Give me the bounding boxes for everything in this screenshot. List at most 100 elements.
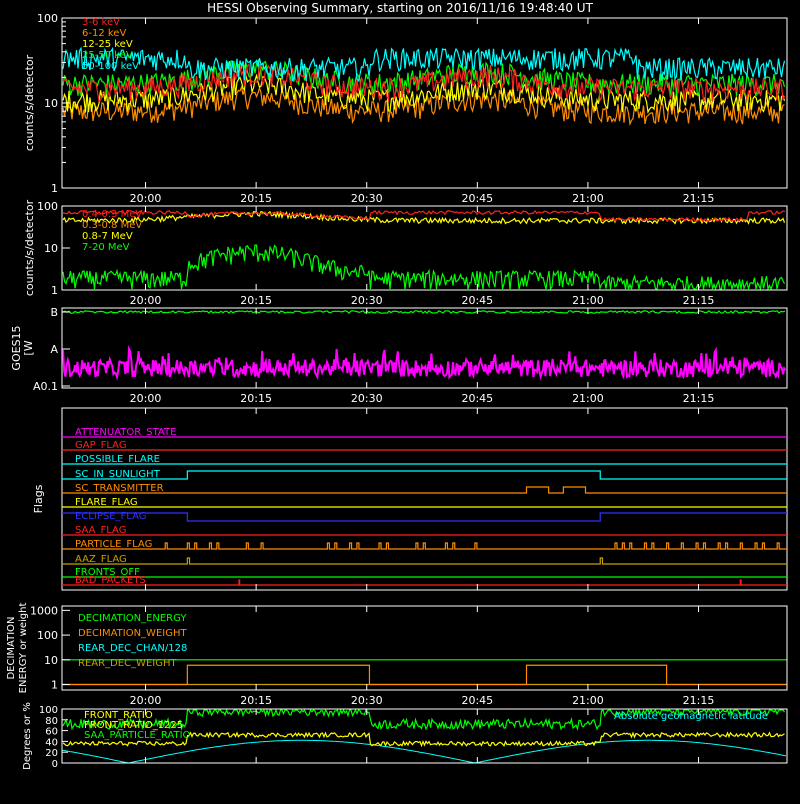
panel6-annotation: Absolute geomagnetic latitude <box>614 711 768 722</box>
figure-title: HESSI Observing Summary, starting on 201… <box>207 1 593 15</box>
panel4-flag-label-7: SAA_FLAG <box>75 525 126 536</box>
panel5-ylabel-2: ENERGY or weight <box>18 603 29 694</box>
panel4-flag-line-6 <box>62 512 787 522</box>
panel3-series-short <box>62 345 787 381</box>
panel2-legend-3: 7-20 MeV <box>82 242 130 253</box>
panel5-ytick-label: 1000 <box>30 604 58 617</box>
panel4-flag-label-4: SC_TRANSMITTER <box>75 483 164 494</box>
panel5-ytick-label: 100 <box>37 629 58 642</box>
panel5-xtick-label: 21:00 <box>572 694 604 707</box>
panel1-xtick-label: 20:00 <box>130 192 162 205</box>
panel2-series-green <box>62 244 786 292</box>
panel3-frame <box>61 307 788 389</box>
panel6-series-front-ratio <box>62 731 785 748</box>
panel5-legend-3: REAR_DEC_WEIGHT <box>78 658 177 669</box>
panel6-legend-2: SAA_PARTICLE_RATIO <box>84 730 191 741</box>
panel2-series-red <box>62 209 786 223</box>
panel4-flag-line-3 <box>62 470 787 480</box>
panel2-ytick-label: 100 <box>37 200 58 213</box>
panel1-ylabel: counts/s/detector <box>23 54 36 151</box>
panel2-xtick-label: 21:00 <box>572 294 604 307</box>
panel2-xtick-label: 20:45 <box>461 294 493 307</box>
panel5-ytick-label: 10 <box>44 654 58 667</box>
panel3-ylabel-units: [W <box>22 340 35 355</box>
panel4-flag-line-4 <box>62 486 787 494</box>
panel5-frame <box>61 605 788 691</box>
panel1-legend-4: 50-100 keV <box>82 61 139 72</box>
panel6-frame <box>61 708 788 764</box>
panel3-xtick-label: 21:15 <box>683 392 715 405</box>
panel1-xtick-label: 21:00 <box>572 192 604 205</box>
panel4-ylabel: Flags <box>32 484 45 513</box>
panel2-legend-0: 0.4-0.3 MeV <box>82 209 142 220</box>
panel2-xtick-label: 20:00 <box>130 294 162 307</box>
panel6-ytick-label: 0 <box>52 759 58 770</box>
panel3-ytick-label: A <box>50 343 58 356</box>
panel4-flag-label-5: FLARE_FLAG <box>75 497 138 508</box>
panel4-flag-line-11 <box>62 579 787 586</box>
panel2-legend-1: 0.3-0.8 MeV <box>82 220 142 231</box>
panel1-ytick-label: 1 <box>51 182 58 195</box>
panel1-series-cyan <box>62 46 786 83</box>
panel5-xtick-label: 20:45 <box>461 694 493 707</box>
panel5-legend-0: DECIMATION_ENERGY <box>78 613 187 624</box>
panel1-series-orange <box>62 84 785 127</box>
panel4-flag-label-6: ECLIPSE_FLAG <box>75 511 146 522</box>
panel1-ytick-label: 10 <box>44 97 58 110</box>
panel2-xtick-label: 20:30 <box>351 294 383 307</box>
panel4-flag-label-11: BAD_PACKETS <box>75 575 146 586</box>
panel6-legend-0: FRONT_RATIO <box>84 710 153 721</box>
panel3-ylabel: GOES15 <box>10 325 23 370</box>
panel2-legend-2: 0.8-7 MeV <box>82 231 133 242</box>
panel2-series-yellow <box>62 210 786 225</box>
panel5-series-weight <box>62 664 787 686</box>
panel5-xtick-label: 20:15 <box>240 694 272 707</box>
panel2-xtick-label: 21:15 <box>683 294 715 307</box>
panel6-ytick-label: 100 <box>39 705 58 716</box>
panel2-xtick-label: 20:15 <box>240 294 272 307</box>
panel6-series-latitude <box>61 739 787 764</box>
panel6-legend-1: FRONT_RATIO_1225 <box>84 720 183 731</box>
panel4-flag-label-10: FRONTS_OFF <box>75 567 140 578</box>
panel4-flag-label-1: GAP_FLAG <box>75 440 127 451</box>
panel2-ytick-label: 1 <box>51 284 58 297</box>
panel4-flag-label-3: SC_IN_SUNLIGHT <box>75 469 161 480</box>
panel6-ylabel: Degrees or % <box>22 702 33 770</box>
panel1-ytick-label: 100 <box>37 12 58 25</box>
panel4-frame <box>61 407 788 591</box>
panel6-ytick-label: 40 <box>45 737 58 748</box>
panel4-flag-label-0: ATTENUATOR_STATE <box>75 427 176 438</box>
panel1-legend-2: 12-25 keV <box>82 39 133 50</box>
panel1-series-yellow <box>62 73 786 114</box>
panel3-ytick-label: B <box>50 306 58 319</box>
panel5-legend-1: DECIMATION_WEIGHT <box>78 628 187 639</box>
panel1-legend-1: 6-12 keV <box>82 28 126 39</box>
panel5-legend-2: REAR_DEC_CHAN/128 <box>78 643 187 654</box>
panel5-ylabel-1: DECIMATION <box>6 616 17 679</box>
panel3-series-long <box>62 309 786 315</box>
panel6-ytick-label: 80 <box>45 716 58 727</box>
panel1-series-green <box>62 58 786 97</box>
panel3-xtick-label: 21:00 <box>572 392 604 405</box>
panel5-xtick-label: 20:00 <box>130 694 162 707</box>
panel6-series-front-ratio-1225 <box>62 707 785 731</box>
panel1-xtick-label: 20:45 <box>461 192 493 205</box>
panel6-ytick-label: 60 <box>45 727 58 738</box>
panel3-xtick-label: 20:00 <box>130 392 162 405</box>
panel5-xtick-label: 21:15 <box>683 694 715 707</box>
panel1-xtick-label: 20:15 <box>240 192 272 205</box>
panel3-xtick-label: 20:15 <box>240 392 272 405</box>
panel1-legend-0: 3-6 keV <box>82 17 120 28</box>
panel3-xtick-label: 20:45 <box>461 392 493 405</box>
panel2-ytick-label: 10 <box>44 242 58 255</box>
panel6-ytick-label: 20 <box>45 748 58 759</box>
panel3-xtick-label: 20:30 <box>351 392 383 405</box>
panel2-ylabel: counts/s/detector <box>23 199 36 296</box>
panel3-ytick-label: A0.1 <box>33 380 58 393</box>
panel5-xtick-label: 20:30 <box>351 694 383 707</box>
panel4-flag-label-2: POSSIBLE_FLARE <box>75 454 160 465</box>
panel1-xtick-label: 20:30 <box>351 192 383 205</box>
panel4-flag-label-9: AAZ_FLAG <box>75 554 127 565</box>
